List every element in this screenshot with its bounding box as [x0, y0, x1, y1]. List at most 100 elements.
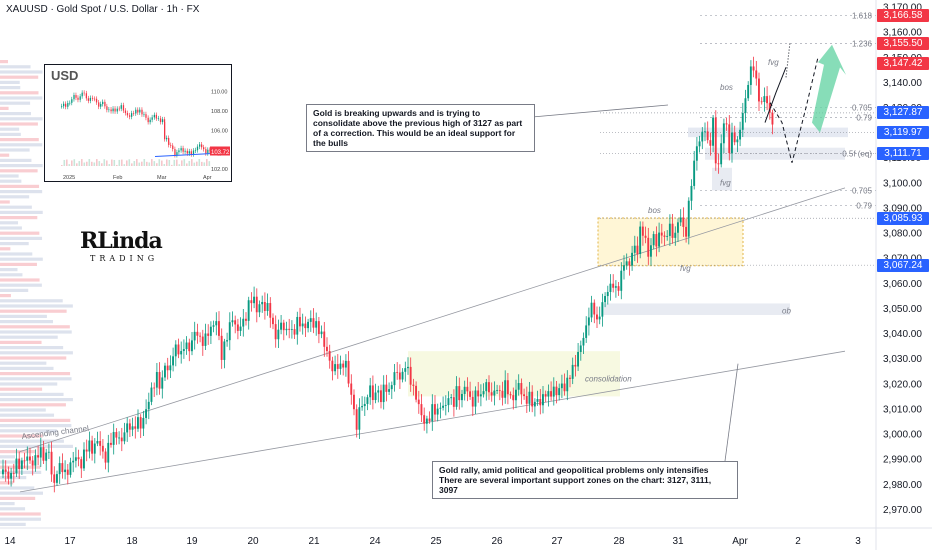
- callout-bottom: Gold rally, amid political and geopoliti…: [432, 461, 738, 499]
- volume-profile-bar: [0, 481, 14, 485]
- inset-volume-bar: [101, 163, 103, 166]
- candle-body: [309, 318, 312, 322]
- inset-candle-body: [161, 119, 164, 123]
- candle-body: [447, 398, 450, 406]
- candle-body: [107, 442, 110, 463]
- candle-body: [371, 385, 374, 401]
- candle-body: [523, 394, 525, 397]
- inset-title: USD: [51, 68, 79, 83]
- candle-body: [363, 403, 366, 407]
- candle-body: [374, 392, 377, 401]
- volume-profile-bar: [0, 91, 39, 95]
- candle-body: [398, 372, 401, 380]
- inset-volume-bar: [181, 160, 183, 166]
- inset-x-tick: Apr: [203, 175, 212, 181]
- volume-profile-bar: [0, 429, 57, 433]
- inset-y-tick: 110.00: [211, 90, 227, 96]
- volume-profile-bar: [0, 247, 11, 251]
- chart-title: XAUUSD · Gold Spot / U.S. Dollar · 1h · …: [6, 4, 200, 15]
- candle-body: [609, 283, 612, 292]
- candle-body: [104, 451, 107, 463]
- callout-bottom-line1: Gold rally, amid political and geopoliti…: [439, 465, 709, 475]
- candle-body: [593, 302, 596, 315]
- inset-volume-bar: [113, 159, 116, 166]
- candle-body: [679, 217, 682, 223]
- candle-body: [496, 390, 498, 392]
- candle-body: [23, 460, 26, 462]
- candle-body: [120, 437, 123, 442]
- inset-candle-body: [147, 117, 149, 123]
- inset-candle-body: [192, 150, 195, 155]
- volume-profile-bar: [0, 75, 39, 79]
- candle-body: [488, 382, 490, 393]
- inset-candle-body: [184, 150, 186, 152]
- candle-body: [123, 432, 126, 442]
- candle-body: [401, 371, 404, 380]
- volume-profile-bar: [0, 221, 19, 225]
- candle-body: [280, 322, 282, 330]
- fib-label: 0.705: [852, 186, 873, 195]
- candle-body: [344, 360, 347, 368]
- candle-body: [674, 232, 677, 238]
- candle-body: [145, 409, 147, 418]
- y-tick-label: 3,010.00: [883, 404, 922, 415]
- candle-body: [18, 458, 21, 469]
- inset-candle-body: [209, 149, 211, 151]
- inset-candle-body: [104, 101, 106, 107]
- inset-volume-bar: [106, 160, 108, 166]
- inset-volume-bar: [141, 161, 143, 166]
- candle-body: [7, 471, 10, 479]
- inset-candle-body: [89, 97, 92, 101]
- candle-body: [61, 463, 64, 473]
- candle-body: [728, 124, 731, 154]
- candle-body: [282, 322, 285, 331]
- inset-volume-bar: [128, 159, 131, 166]
- candle-body: [255, 296, 258, 313]
- candle-body: [290, 329, 293, 330]
- volume-profile-bar: [0, 122, 38, 126]
- candle-body: [83, 449, 85, 469]
- candle-body: [623, 265, 625, 271]
- candle-body: [417, 399, 420, 405]
- candle-body: [606, 291, 609, 297]
- volume-profile-bar: [0, 294, 11, 298]
- candle-body: [709, 140, 712, 146]
- fib-label: 1.236: [852, 39, 873, 48]
- volume-profile-bar: [0, 210, 43, 214]
- inset-candle-body: [102, 101, 104, 105]
- x-tick-label: Apr: [732, 536, 748, 547]
- inset-last-label: 103.72: [211, 150, 230, 156]
- x-tick-label: 21: [308, 536, 320, 547]
- y-tick-label: 3,090.00: [883, 203, 922, 214]
- consolidation-zone: [408, 351, 620, 397]
- candle-body: [752, 66, 755, 71]
- inset-volume-bar: [203, 162, 206, 166]
- candle-body: [566, 377, 569, 392]
- inset-volume-bar: [71, 160, 73, 166]
- inset-volume-bar: [63, 159, 66, 166]
- volume-profile-bar: [0, 314, 47, 318]
- volume-profile-bar: [0, 325, 70, 329]
- candle-body: [509, 394, 512, 396]
- volume-profile-bar: [0, 403, 66, 407]
- inset-volume-bar: [151, 159, 153, 166]
- inset-candle-body: [114, 108, 116, 112]
- candle-body: [474, 390, 477, 407]
- inset-volume-bar: [158, 159, 161, 166]
- candle-body: [66, 469, 69, 475]
- candle-body: [587, 317, 590, 326]
- candle-body: [590, 302, 593, 318]
- x-tick-label: 3: [855, 536, 861, 547]
- candle-body: [126, 423, 129, 433]
- inset-candle-body: [93, 98, 96, 100]
- candle-body: [558, 388, 561, 396]
- volume-profile-bar: [0, 450, 36, 454]
- inset-volume-bar: [103, 159, 106, 166]
- candle-body: [4, 469, 7, 472]
- candle-body: [693, 160, 696, 186]
- candle-body: [236, 324, 239, 331]
- volume-profile-bar: [0, 80, 20, 84]
- inset-candle-body: [155, 114, 157, 119]
